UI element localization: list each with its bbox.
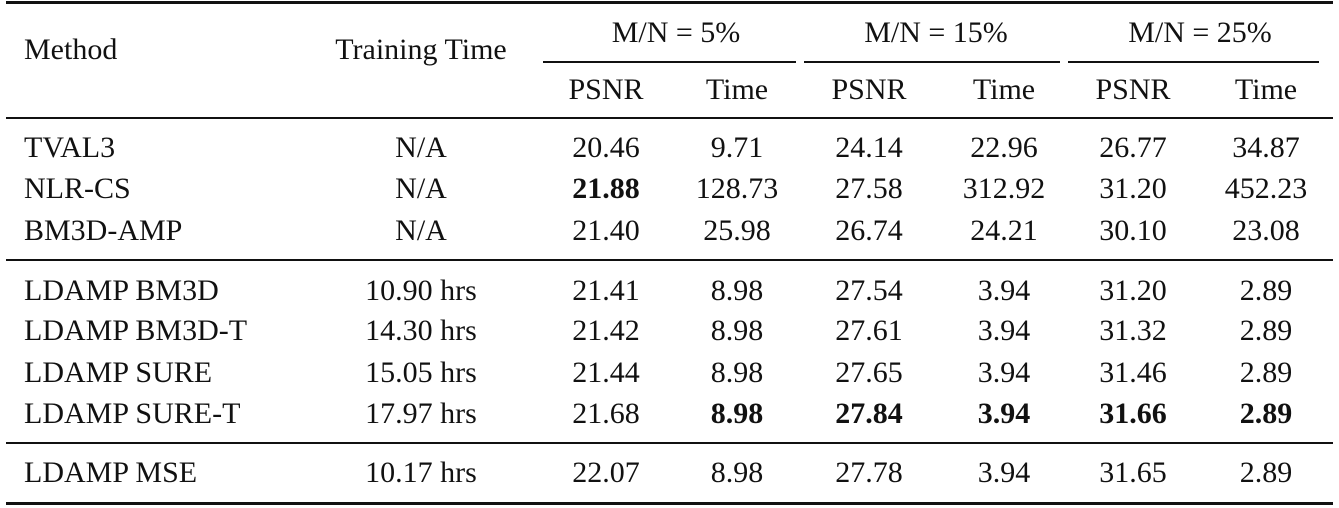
value-cell: 21.44 (572, 356, 640, 389)
group-rule (543, 61, 796, 63)
value-cell: 10.90 hrs (365, 274, 477, 307)
value-cell: 24.21 (970, 214, 1038, 247)
value-cell: 128.73 (695, 172, 779, 205)
group-rule (1068, 61, 1319, 63)
value-cell: 3.94 (977, 356, 1031, 389)
value-cell: 21.41 (572, 274, 640, 307)
value-cell: 31.65 (1099, 456, 1167, 489)
sub-header: Time (972, 73, 1036, 106)
value-cell: 31.20 (1099, 172, 1167, 205)
value-cell: 9.71 (710, 131, 764, 164)
value-cell: 27.78 (835, 456, 903, 489)
value-cell: 23.08 (1232, 214, 1300, 247)
value-cell: 8.98 (710, 314, 764, 347)
value-cell: 452.23 (1224, 172, 1308, 205)
method-cell: BM3D-AMP (24, 214, 183, 247)
header-cell: Method (24, 33, 118, 66)
value-cell: 2.89 (1239, 274, 1293, 307)
method-cell: LDAMP BM3D (24, 274, 219, 307)
value-cell: 25.98 (703, 214, 771, 247)
method-cell: LDAMP SURE-T (24, 397, 241, 430)
value-cell: 27.61 (835, 314, 903, 347)
value-cell: 21.88 (572, 172, 640, 205)
value-cell: 20.46 (572, 131, 640, 164)
value-cell: 3.94 (977, 456, 1031, 489)
value-cell: 27.84 (835, 397, 903, 430)
value-cell: 10.17 hrs (365, 456, 477, 489)
value-cell: 312.92 (962, 172, 1046, 205)
value-cell: 26.77 (1099, 131, 1167, 164)
value-cell: 26.74 (835, 214, 903, 247)
method-cell: LDAMP BM3D-T (24, 314, 248, 347)
value-cell: 21.68 (572, 397, 640, 430)
value-cell: 27.54 (835, 274, 903, 307)
group-header: M/N = 5% (611, 16, 741, 49)
value-cell: 17.97 hrs (365, 397, 477, 430)
value-cell: 31.66 (1099, 397, 1167, 430)
method-cell: NLR-CS (24, 172, 131, 205)
value-cell: 21.40 (572, 214, 640, 247)
value-cell: 2.89 (1239, 356, 1293, 389)
value-cell: 22.07 (572, 456, 640, 489)
value-cell: 3.94 (977, 314, 1031, 347)
header-cell: Training Time (335, 33, 507, 66)
value-cell: 8.98 (710, 397, 764, 430)
value-cell: 2.89 (1239, 314, 1293, 347)
header-rule (6, 117, 1333, 119)
value-cell: N/A (395, 131, 447, 164)
value-cell: N/A (395, 214, 447, 247)
value-cell: 22.96 (970, 131, 1038, 164)
value-cell: 8.98 (710, 456, 764, 489)
group-header: M/N = 25% (1128, 16, 1272, 49)
value-cell: 15.05 hrs (365, 356, 477, 389)
value-cell: 34.87 (1232, 131, 1300, 164)
value-cell: 3.94 (977, 397, 1031, 430)
value-cell: 2.89 (1239, 397, 1293, 430)
value-cell: 31.32 (1099, 314, 1167, 347)
method-cell: LDAMP MSE (24, 456, 198, 489)
method-cell: TVAL3 (24, 131, 116, 164)
value-cell: 2.89 (1239, 456, 1293, 489)
sub-header: PSNR (1095, 73, 1171, 106)
value-cell: N/A (395, 172, 447, 205)
value-cell: 8.98 (710, 356, 764, 389)
section-rule (6, 259, 1333, 261)
top-rule (6, 1, 1333, 4)
value-cell: 27.65 (835, 356, 903, 389)
value-cell: 31.46 (1099, 356, 1167, 389)
sub-header: Time (705, 73, 769, 106)
sub-header: Time (1234, 73, 1298, 106)
value-cell: 24.14 (835, 131, 903, 164)
section-rule (6, 442, 1333, 444)
value-cell: 8.98 (710, 274, 764, 307)
sub-header: PSNR (831, 73, 907, 106)
group-rule (804, 61, 1060, 63)
method-cell: LDAMP SURE (24, 356, 213, 389)
value-cell: 14.30 hrs (365, 314, 477, 347)
sub-header: PSNR (568, 73, 644, 106)
bottom-rule (6, 502, 1333, 505)
group-header: M/N = 15% (864, 16, 1008, 49)
value-cell: 3.94 (977, 274, 1031, 307)
value-cell: 27.58 (835, 172, 903, 205)
value-cell: 21.42 (572, 314, 640, 347)
value-cell: 31.20 (1099, 274, 1167, 307)
value-cell: 30.10 (1099, 214, 1167, 247)
